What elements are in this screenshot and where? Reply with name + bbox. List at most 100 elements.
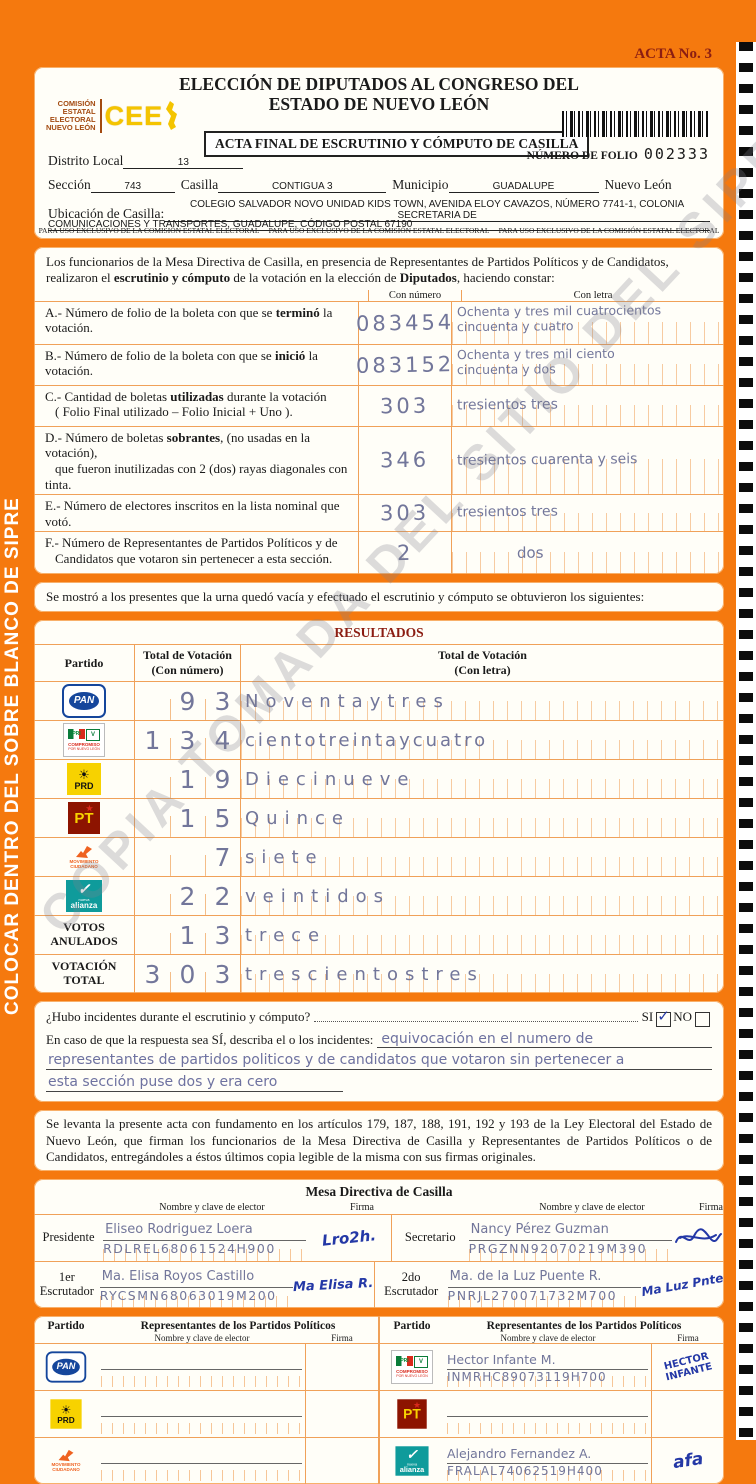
alianza-rep-firma: afa xyxy=(671,1448,705,1473)
pri-rep-name: Hector Infante M. xyxy=(447,1351,648,1370)
value-con-numero: 2 xyxy=(396,541,414,566)
pt-logo: PT ★ xyxy=(68,802,100,835)
cee-logo: COMISIÓN ESTATAL ELECTORAL NUEVO LEÓN CEE xyxy=(46,99,179,133)
estado-label: Nuevo León xyxy=(604,177,672,192)
value-con-numero: 303 xyxy=(380,393,430,419)
municipio-label: Municipio xyxy=(392,177,449,192)
nueva-alianza-logo: ✓ nueva alianza xyxy=(395,1445,429,1476)
votes-letra: Quince xyxy=(245,807,350,829)
value-con-numero: 346 xyxy=(380,447,430,473)
mesa-row-2: 1er Escrutador Ma. Elisa Royos Castillo R… xyxy=(34,1261,725,1309)
describe-label: En caso de que la respuesta sea SÍ, desc… xyxy=(46,1032,374,1048)
pan-logo: PAN xyxy=(45,1351,87,1383)
votes-letra: veintidos xyxy=(245,885,391,907)
rep-name-empty xyxy=(101,1445,302,1464)
votos-anulados-label: VOTOS ANULADOS xyxy=(50,920,118,949)
votacion-total-label: VOTACIÓN TOTAL xyxy=(51,959,117,988)
casilla-label: Casilla xyxy=(180,177,219,192)
alianza-rep-name: Alejandro Fernandez A. xyxy=(447,1445,648,1464)
header-card: ELECCIÓN DE DIPUTADOS AL CONGRESO DEL ES… xyxy=(34,67,724,239)
incidents-question: ¿Hubo incidentes durante el escrutinio y… xyxy=(46,1009,311,1025)
dotted-leader xyxy=(314,1021,638,1023)
votes-letra: siete xyxy=(245,846,324,868)
rep-firma-empty xyxy=(305,1437,378,1484)
incident-text-2: representantes de partidos politicos y d… xyxy=(46,1051,712,1071)
eagle-icon xyxy=(58,1449,74,1461)
pri-rep-clave: INMRHC89073119H700 xyxy=(447,1369,648,1387)
prd-logo: ☀ PRD xyxy=(50,1398,82,1429)
no-label: NO xyxy=(673,1009,692,1025)
escrutador2-firma: Ma Luz Pnte xyxy=(640,1270,725,1300)
barcode xyxy=(562,111,710,137)
results-card: RESULTADOS Partido Total de Votación (Con… xyxy=(34,620,724,994)
value-con-numero: 083454 xyxy=(355,309,455,336)
page-title: ELECCIÓN DE DIPUTADOS AL CONGRESO DEL ES… xyxy=(179,74,579,115)
col-partido: Partido xyxy=(64,655,104,670)
col-total-letra: Total de Votación (Con letra) xyxy=(240,645,724,682)
legal-card: Se levanta la presente acta con fundamen… xyxy=(34,1110,724,1172)
escrutador1-clave: RYCSMN68063019M200 xyxy=(99,1288,294,1309)
nuevo-leon-shape-icon xyxy=(166,101,178,130)
check-mark-icon: ✓ xyxy=(657,1007,670,1026)
col-con-letra: Con letra xyxy=(461,289,724,301)
rep-name-empty xyxy=(101,1351,302,1370)
incidents-card: ¿Hubo incidentes durante el escrutinio y… xyxy=(34,1001,724,1103)
result-row-movimiento-ciudadano: MOVIMIENTO CIUDADANO 7 siete xyxy=(34,837,724,877)
results-header: Partido Total de Votación (Con número) To… xyxy=(34,644,724,682)
ubicacion-row-2: COMUNICACIONES Y TRANSPORTES, GUADALUPE,… xyxy=(48,219,710,231)
mesa-columns: Nombre y clave de elector Firma Nombre y… xyxy=(159,1202,723,1214)
ubicacion-label: Ubicación de Casilla: xyxy=(48,206,165,221)
seccion-label: Sección xyxy=(48,177,91,192)
rep-clave-empty xyxy=(101,1416,302,1434)
value-con-letra: tresientos cuarenta y seis xyxy=(456,450,638,469)
results-title: RESULTADOS xyxy=(334,625,424,641)
pri-coalition-logo: PRI V COMPROMISO POR NUEVO LEÓN xyxy=(63,723,105,758)
folio-row: NÚMERO DE FOLIO 002333 xyxy=(527,145,710,163)
votes-letra: trece xyxy=(245,924,327,946)
cee-acronym: CEE xyxy=(104,100,164,131)
scrutiny-columns: Con número Con letra xyxy=(34,289,724,301)
incidents-question-row: ¿Hubo incidentes durante el escrutinio y… xyxy=(46,1007,712,1028)
distrito-value: 13 xyxy=(123,157,244,169)
role-escrutador-2: 2do Escrutador xyxy=(373,1262,448,1309)
presidente-name: Eliseo Rodriguez Loera xyxy=(103,1220,307,1242)
role-presidente: Presidente xyxy=(42,1230,95,1245)
no-checkbox xyxy=(695,1012,710,1028)
folio-value: 002333 xyxy=(643,145,710,163)
scrutiny-card: Los funcionarios de la Mesa Directiva de… xyxy=(34,247,724,575)
movimiento-ciudadano-logo: MOVIMIENTO CIUDADANO xyxy=(43,1449,89,1473)
rep-firma-empty xyxy=(305,1390,378,1437)
eagle-icon xyxy=(76,845,92,858)
incident-text-1: equivocación en el numero de xyxy=(377,1031,712,1049)
value-con-numero: 303 xyxy=(380,500,430,526)
binding-dashes xyxy=(739,42,753,1440)
scrutiny-row-a: A.- Número de folio de la boleta con que… xyxy=(34,300,724,344)
pan-logo: PAN xyxy=(62,684,106,719)
presidente-clave: RDLREL68061524H900 xyxy=(103,1241,307,1262)
ubicacion-value-1: COLEGIO SALVADOR NOVO UNIDAD KIDS TOWN, … xyxy=(164,199,710,222)
value-con-letra: tresientos tres xyxy=(456,396,558,414)
seccion-row: Sección 743 Casilla CONTIGUA 3 Municipio… xyxy=(48,177,710,193)
secretario-firma-scribble xyxy=(675,1228,722,1244)
role-escrutador-1: 1er Escrutador xyxy=(39,1270,94,1299)
presidente-firma: Lro2h. xyxy=(320,1226,377,1250)
nueva-alianza-logo: ✓ nueva alianza xyxy=(66,880,102,913)
rep-clave-empty xyxy=(447,1416,648,1434)
rep-row-nueva-alianza: ✓ nueva alianza Alejandro Fernandez A. FRAL… xyxy=(380,1436,724,1484)
escrutador2-clave: PNRJL270071732M700 xyxy=(447,1288,642,1309)
votes-letra: Diecinueve xyxy=(245,768,416,790)
rep-row-pan: PAN xyxy=(34,1342,378,1390)
scrutiny-row-c: C.- Cantidad de boletas utilizadas duran… xyxy=(34,384,724,426)
urna-note: Se mostró a los presentes que la urna qu… xyxy=(46,589,645,605)
mesa-card: Mesa Directiva de Casilla Nombre y clave… xyxy=(34,1179,725,1309)
reps-card: Partido Representantes de los Partidos Po… xyxy=(34,1316,724,1484)
rep-firma-empty xyxy=(651,1390,724,1437)
side-instruction: COLOCAR DENTRO DEL SOBRE BLANCO DE SIPRE xyxy=(2,497,23,1015)
rep-name-empty xyxy=(101,1398,302,1417)
col-total-numero: Total de Votación (Con número) xyxy=(134,645,240,682)
